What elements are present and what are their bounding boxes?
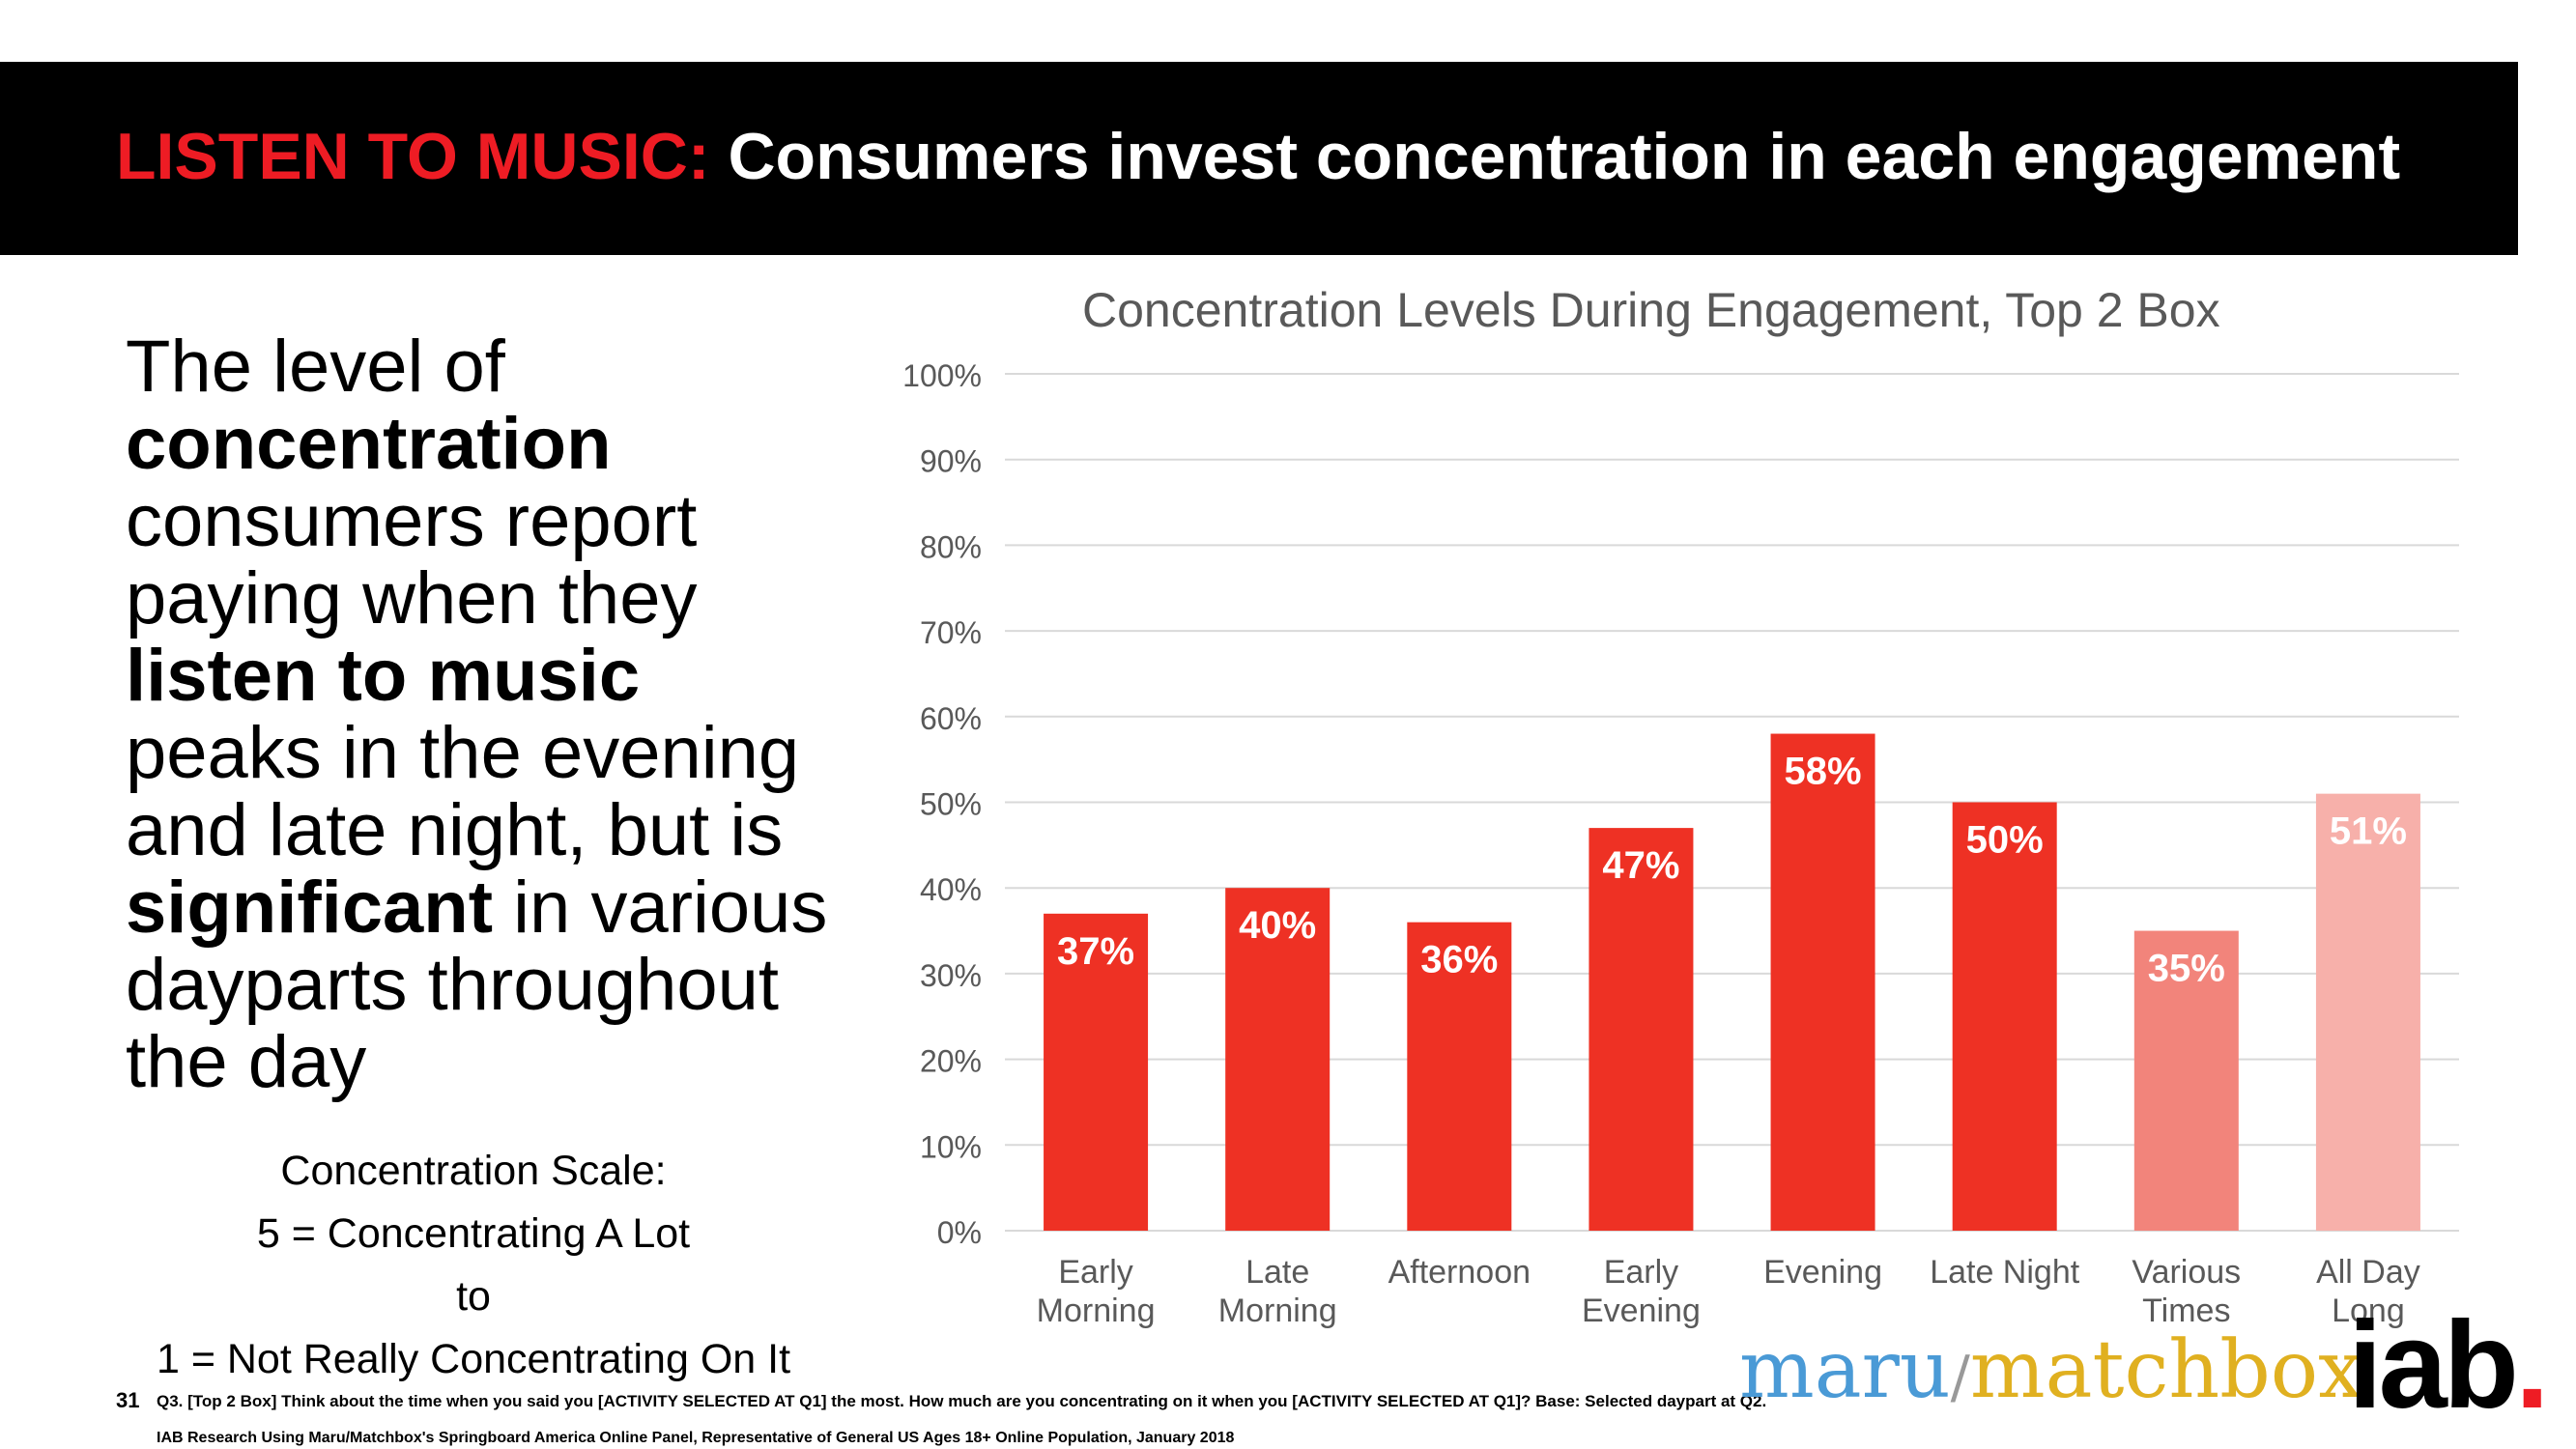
page-title: LISTEN TO MUSIC: Consumers invest concen… <box>116 124 2400 189</box>
x-tick-label: Various <box>2132 1254 2241 1291</box>
summary-emphasis: significant <box>126 867 494 949</box>
x-tick-label: All Day <box>2316 1254 2420 1291</box>
data-label: 37% <box>1057 930 1134 973</box>
data-label: 35% <box>2148 948 2225 990</box>
y-tick-label: 50% <box>920 787 982 822</box>
x-tick-label: Morning <box>1218 1293 1337 1329</box>
x-tick-label: Afternoon <box>1388 1254 1531 1291</box>
x-tick-label: Times <box>2142 1293 2230 1329</box>
logo-iab-dot: . <box>2514 1296 2550 1435</box>
y-tick-label: 100% <box>902 358 982 393</box>
y-tick-label: 40% <box>920 872 982 907</box>
concentration-scale: Concentration Scale: 5 = Concentrating A… <box>116 1140 831 1391</box>
x-tick-label: Late Night <box>1930 1254 2080 1291</box>
logo-maru-text: maru <box>1739 1324 1951 1416</box>
x-tick-label: Evening <box>1763 1254 1882 1291</box>
data-label: 40% <box>1239 904 1316 947</box>
bar <box>1952 802 2057 1231</box>
summary-text: The level of concentration consumers repor… <box>126 328 860 1101</box>
data-label: 36% <box>1420 939 1498 981</box>
footnote-question: Q3. [Top 2 Box] Think about the time whe… <box>157 1392 1767 1410</box>
title-headline: Consumers invest concentration in each e… <box>728 120 2401 193</box>
bar <box>1044 913 1149 1231</box>
y-tick-label: 20% <box>920 1044 982 1079</box>
bar <box>1589 828 1694 1231</box>
maru-matchbox-logo: maru/matchbox <box>1739 1331 2362 1410</box>
bar <box>1407 922 1512 1231</box>
data-label: 51% <box>2330 810 2407 853</box>
x-tick-label: Early <box>1058 1254 1132 1291</box>
chart-title: Concentration Levels During Engagement, … <box>1082 283 2220 337</box>
scale-line: Concentration Scale: <box>280 1148 667 1194</box>
y-tick-label: 30% <box>920 958 982 993</box>
scale-line: 1 = Not Really Concentrating On It <box>156 1336 791 1382</box>
x-tick-label: Evening <box>1582 1293 1701 1329</box>
logo-iab-text: iab <box>2348 1296 2519 1435</box>
data-label: 58% <box>1785 751 1862 793</box>
scale-line: 5 = Concentrating A Lot <box>256 1210 691 1257</box>
data-label: 47% <box>1602 844 1679 887</box>
title-topic: LISTEN TO MUSIC: <box>116 120 710 193</box>
summary-part: consumers report paying when they <box>126 480 698 639</box>
x-tick-label: Morning <box>1037 1293 1156 1329</box>
bar <box>2315 793 2420 1231</box>
summary-part: in various dayparts throughout the day <box>126 867 828 1103</box>
scale-line: to <box>456 1273 491 1320</box>
x-tick-label: Late <box>1245 1254 1309 1291</box>
bar <box>1225 888 1331 1231</box>
logo-slash: / <box>1950 1344 1970 1411</box>
y-tick-label: 70% <box>920 615 982 650</box>
iab-logo: iab. <box>2348 1304 2549 1428</box>
summary-part: peaks in the evening and late night, but… <box>126 712 800 871</box>
bar <box>2133 930 2239 1231</box>
y-tick-label: 80% <box>920 529 982 564</box>
x-tick-label: Long <box>2332 1293 2405 1329</box>
summary-emphasis: listen to music <box>126 635 641 717</box>
y-tick-label: 90% <box>920 444 982 479</box>
summary-part: The level of <box>126 326 505 408</box>
page-number: 31 <box>116 1388 140 1412</box>
summary-emphasis: concentration <box>126 403 612 485</box>
y-tick-label: 0% <box>937 1215 982 1250</box>
y-tick-label: 60% <box>920 701 982 736</box>
logo-matchbox-text: matchbox <box>1969 1324 2363 1416</box>
footnote-source: IAB Research Using Maru/Matchbox's Sprin… <box>157 1430 1235 1446</box>
x-tick-label: Early <box>1604 1254 1678 1291</box>
title-banner <box>0 62 2518 255</box>
bar <box>1770 733 1875 1231</box>
data-label: 50% <box>1966 819 2044 862</box>
y-tick-label: 10% <box>920 1129 982 1164</box>
